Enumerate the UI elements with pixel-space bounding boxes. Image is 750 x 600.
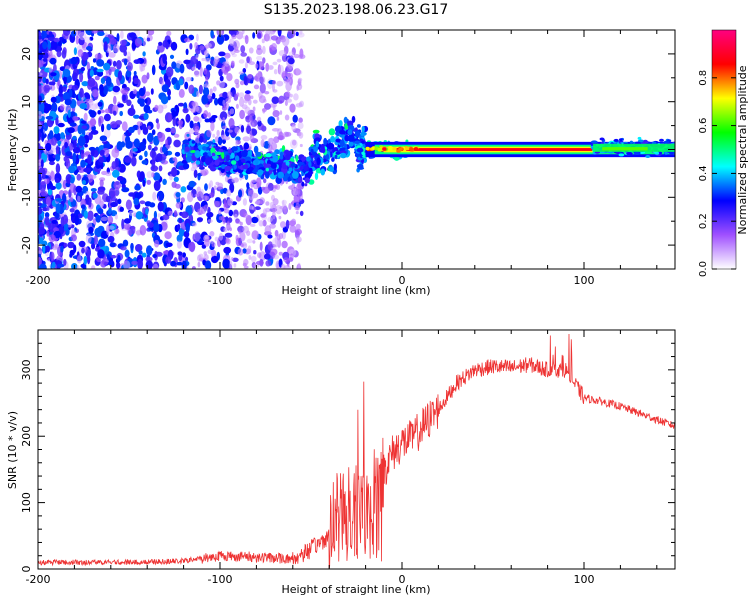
colorbar-tick-label: 0.6 bbox=[698, 118, 709, 134]
snr-line bbox=[38, 333, 675, 569]
snr-x-label: Height of straight line (km) bbox=[281, 583, 430, 596]
snr-x-ticks: -200 -100 0 100 bbox=[26, 330, 658, 586]
colorbar-tick-label: 0.2 bbox=[698, 213, 709, 229]
spectrogram-y-ticks: -20 -10 0 10 20 bbox=[20, 29, 675, 270]
colorbar-tick-label: 0.4 bbox=[698, 165, 709, 181]
x-tick-label: -200 bbox=[26, 573, 51, 586]
y-tick-label: -10 bbox=[20, 188, 33, 206]
x-tick-label: 0 bbox=[399, 573, 406, 586]
colorbar-tick-label: 0.0 bbox=[698, 261, 709, 277]
colorbar-label: Normalized spectral amplitude bbox=[736, 65, 749, 234]
snr-y-ticks: 0 100 200 300 bbox=[20, 329, 675, 573]
colorbar-ticks: 0.0 0.2 0.4 0.6 0.8 bbox=[698, 70, 736, 277]
snr-y-label: SNR (10 * v/v) bbox=[6, 411, 19, 489]
y-tick-label: -20 bbox=[20, 236, 33, 254]
colorbar-gradient bbox=[711, 29, 737, 270]
colorbar: 0.0 0.2 0.4 0.6 0.8 Normalized spectral ampl… bbox=[698, 29, 749, 277]
spectrogram-heatmap bbox=[38, 30, 675, 269]
x-tick-label: -100 bbox=[208, 573, 233, 586]
colorbar-tick-label: 0.8 bbox=[698, 70, 709, 86]
y-tick-label: 0 bbox=[20, 566, 33, 573]
spectrogram-y-label: Frequency (Hz) bbox=[6, 109, 19, 192]
x-tick-label: 100 bbox=[574, 274, 595, 287]
y-tick-label: 200 bbox=[20, 426, 33, 447]
snr-panel: -200 -100 0 100 0 100 200 300 Height of straig… bbox=[6, 329, 676, 596]
carrier-line bbox=[365, 136, 675, 158]
y-tick-label: 100 bbox=[20, 492, 33, 513]
spectrogram-x-label: Height of straight line (km) bbox=[281, 284, 430, 297]
y-tick-label: 20 bbox=[20, 47, 33, 61]
figure-title: S135.2023.198.06.23.G17 bbox=[264, 2, 449, 18]
y-tick-label: 10 bbox=[20, 95, 33, 109]
spectrogram-blobs bbox=[38, 30, 411, 269]
y-tick-label: 300 bbox=[20, 359, 33, 380]
x-tick-label: -200 bbox=[26, 274, 51, 287]
x-tick-label: 100 bbox=[574, 573, 595, 586]
x-tick-label: -100 bbox=[208, 274, 233, 287]
spectrogram-x-ticks: -200 -100 0 100 bbox=[26, 30, 658, 287]
x-tick-label: 0 bbox=[399, 274, 406, 287]
y-tick-label: 0 bbox=[20, 146, 33, 153]
